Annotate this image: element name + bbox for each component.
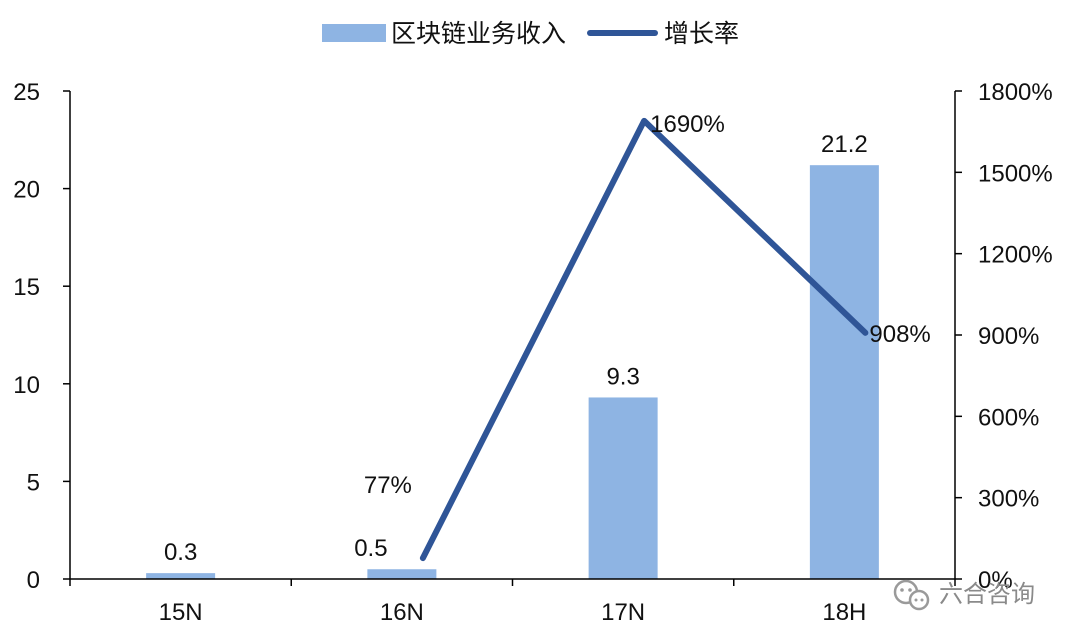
growth-rate-line bbox=[419, 117, 869, 562]
legend: 区块链业务收入 增长率 bbox=[322, 19, 739, 48]
watermark: 六合咨询 bbox=[893, 579, 1035, 611]
right-tick-label: 600% bbox=[978, 404, 1039, 431]
x-tick-label: 17N bbox=[601, 599, 645, 626]
right-tick-label: 900% bbox=[978, 323, 1039, 350]
bars-layer bbox=[146, 165, 879, 579]
bar-18H bbox=[809, 165, 879, 579]
legend-bar-swatch bbox=[322, 24, 386, 42]
left-tick-label: 10 bbox=[13, 372, 40, 399]
right-tick-label: 0% bbox=[978, 567, 1013, 594]
bar-value-label: 0.5 bbox=[354, 535, 387, 562]
bar-15N bbox=[146, 573, 216, 579]
left-tick-label: 20 bbox=[13, 177, 40, 204]
growth-rate-label: 908% bbox=[869, 321, 930, 348]
bar-value-label: 9.3 bbox=[606, 363, 639, 390]
bar-value-label: 0.3 bbox=[164, 539, 197, 566]
right-tick-label: 1200% bbox=[978, 242, 1053, 269]
x-tick-label: 16N bbox=[380, 599, 424, 626]
right-tick-label: 300% bbox=[978, 486, 1039, 513]
bar-value-label: 21.2 bbox=[821, 131, 868, 158]
growth-rate-label: 1690% bbox=[650, 111, 725, 138]
legend-line-label: 增长率 bbox=[664, 19, 739, 48]
labels-layer: 0.3 0.5 9.3 21.2 77% 1690% 908% bbox=[164, 111, 931, 566]
left-tick-label: 15 bbox=[13, 274, 40, 301]
legend-bar-label: 区块链业务收入 bbox=[391, 19, 566, 48]
watermark-text: 六合咨询 bbox=[939, 580, 1035, 608]
x-tick-label: 15N bbox=[159, 599, 203, 626]
growth-rate-label: 77% bbox=[364, 472, 412, 499]
bar-16N bbox=[367, 569, 437, 579]
left-tick-label: 0 bbox=[27, 567, 40, 594]
left-tick-label: 25 bbox=[13, 79, 40, 106]
left-tick-label: 5 bbox=[27, 469, 40, 496]
bar-17N bbox=[588, 397, 658, 579]
right-tick-label: 1500% bbox=[978, 160, 1053, 187]
wechat-icon bbox=[893, 579, 930, 611]
right-tick-label: 1800% bbox=[978, 79, 1053, 106]
line-layer bbox=[419, 117, 869, 562]
axes-layer: 0 5 10 15 20 25 0% 300% 600% 900% 1200% 1500% 1800% 1… bbox=[13, 79, 1052, 626]
x-tick-label: 18H bbox=[822, 599, 866, 626]
